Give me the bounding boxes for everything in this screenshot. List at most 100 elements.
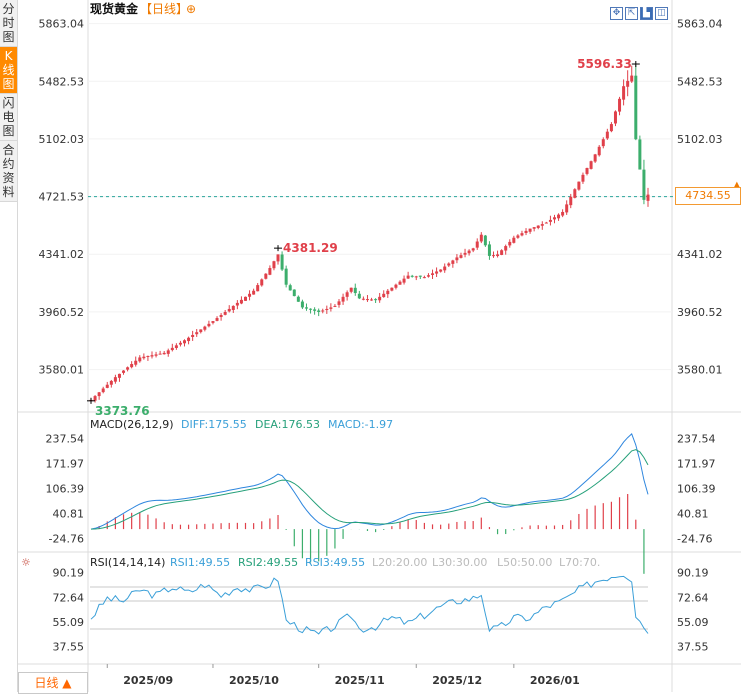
- candle-body: [345, 292, 349, 297]
- candle-body: [268, 268, 272, 275]
- time-tick-label: 2025/11: [335, 674, 385, 687]
- candle-body: [459, 255, 463, 258]
- candle-body: [406, 275, 410, 279]
- candle-body: [166, 350, 170, 354]
- candle-body: [418, 275, 422, 277]
- candle-body: [280, 254, 284, 270]
- rsi-l30-label: L30:30.00: [432, 556, 487, 569]
- candle-body: [260, 279, 264, 286]
- rsi-tick-right: 55.09: [677, 616, 709, 629]
- candle-body: [532, 227, 536, 229]
- macd-value-label: MACD:-1.97: [328, 418, 393, 431]
- macd-histogram: [98, 494, 645, 574]
- candle-body: [500, 250, 504, 255]
- candle-body: [341, 296, 345, 302]
- tab-time-sharing[interactable]: 分时图: [0, 0, 17, 47]
- period-label[interactable]: 【日线】: [140, 2, 188, 16]
- candle-body: [93, 396, 97, 401]
- candle-body: [569, 196, 573, 206]
- period-switch-button[interactable]: 日线 ▲: [18, 672, 88, 694]
- macd-tick-left: 171.97: [46, 457, 85, 470]
- candle-body: [390, 287, 394, 291]
- candle-body: [203, 326, 207, 330]
- candle-body: [410, 275, 414, 277]
- price-annotations: 5596.33 4381.29 3373.76: [87, 57, 640, 418]
- candle-body: [309, 308, 313, 310]
- candle-body: [223, 311, 227, 315]
- candle-body: [272, 261, 276, 269]
- candle-body: [487, 244, 491, 256]
- candle-body: [264, 273, 268, 279]
- time-axis: 2025/09 2025/10 2025/11 2025/12 2026/01: [106, 664, 580, 687]
- low-annotation: 3373.76: [95, 404, 150, 418]
- candle-body: [235, 302, 239, 306]
- candle-body: [248, 293, 252, 297]
- candle-body: [483, 235, 487, 246]
- macd-tick-right: 237.54: [677, 432, 716, 445]
- candle-body: [618, 98, 622, 112]
- candle-body: [646, 194, 650, 201]
- macd-tick-right: 171.97: [677, 457, 716, 470]
- candle-body: [638, 139, 642, 170]
- tab-flash-chart[interactable]: 闪电图: [0, 94, 17, 141]
- rsi-l70-label: L70:70.: [559, 556, 600, 569]
- rsi3-label: RSI3:49.55: [305, 556, 365, 569]
- high-annotation: 4381.29: [283, 241, 338, 255]
- price-tick-left: 4721.53: [39, 191, 85, 204]
- candle-body: [231, 305, 235, 310]
- candlestick-series: [89, 65, 650, 404]
- candle-body: [105, 384, 109, 388]
- crosshair-icon[interactable]: ✥: [610, 7, 623, 20]
- chart-title: 现货黄金: [90, 1, 139, 16]
- candle-body: [516, 235, 520, 238]
- rsi-title: RSI(14,14,14): [90, 556, 165, 569]
- candle-body: [443, 266, 447, 271]
- macd-tick-right: -24.76: [677, 533, 712, 546]
- panel-frames: [18, 0, 741, 692]
- candle-body: [178, 342, 182, 345]
- candle-body: [130, 364, 134, 368]
- candle-body: [296, 296, 300, 302]
- candle-body: [211, 321, 215, 323]
- candle-body: [374, 299, 378, 301]
- macd-axis-right: 237.54 171.97 106.39 40.81 -24.76: [677, 432, 716, 545]
- rsi-line: [90, 575, 649, 635]
- tab-kline[interactable]: K线图: [0, 47, 17, 94]
- price-tick-right: 3580.01: [677, 364, 723, 377]
- candle-body: [361, 298, 365, 300]
- candle-body: [284, 268, 288, 285]
- candle-body: [552, 217, 556, 220]
- candle-body: [536, 225, 540, 228]
- rsi-axis-left: 90.19 72.64 55.09 37.55: [53, 567, 85, 654]
- candle-body: [601, 139, 605, 147]
- high-annotation: 5596.33: [577, 57, 632, 71]
- candle-body: [353, 287, 357, 294]
- candle-body: [304, 307, 308, 309]
- candle-body: [134, 360, 138, 365]
- current-price-tag: 4734.55: [675, 187, 741, 205]
- candle-body: [634, 75, 638, 140]
- candle-mode-icon[interactable]: ▙: [640, 7, 653, 20]
- price-grid: [88, 23, 672, 371]
- move-icon[interactable]: ⇱: [625, 7, 638, 20]
- candle-body: [630, 75, 634, 82]
- candle-body: [463, 252, 467, 255]
- candle-body: [97, 392, 101, 397]
- candle-body: [386, 290, 390, 295]
- candle-body: [219, 315, 223, 318]
- rsi-l50-label: L50:50.00: [497, 556, 552, 569]
- add-symbol-icon[interactable]: ⊕: [186, 2, 196, 16]
- macd-dea-line: [90, 449, 649, 530]
- tab-contract-info[interactable]: 合约资料: [0, 141, 17, 202]
- rsi-settings-icon[interactable]: ☼: [21, 556, 31, 569]
- candle-body: [422, 277, 426, 279]
- candle-body: [365, 299, 369, 301]
- rsi-l20-label: L20:20.00: [372, 556, 427, 569]
- candle-body: [138, 357, 142, 362]
- candle-body: [597, 146, 601, 156]
- candle-body: [199, 329, 203, 333]
- candle-body: [435, 271, 439, 274]
- candle-body: [508, 241, 512, 246]
- settings-icon[interactable]: ◫: [655, 7, 668, 20]
